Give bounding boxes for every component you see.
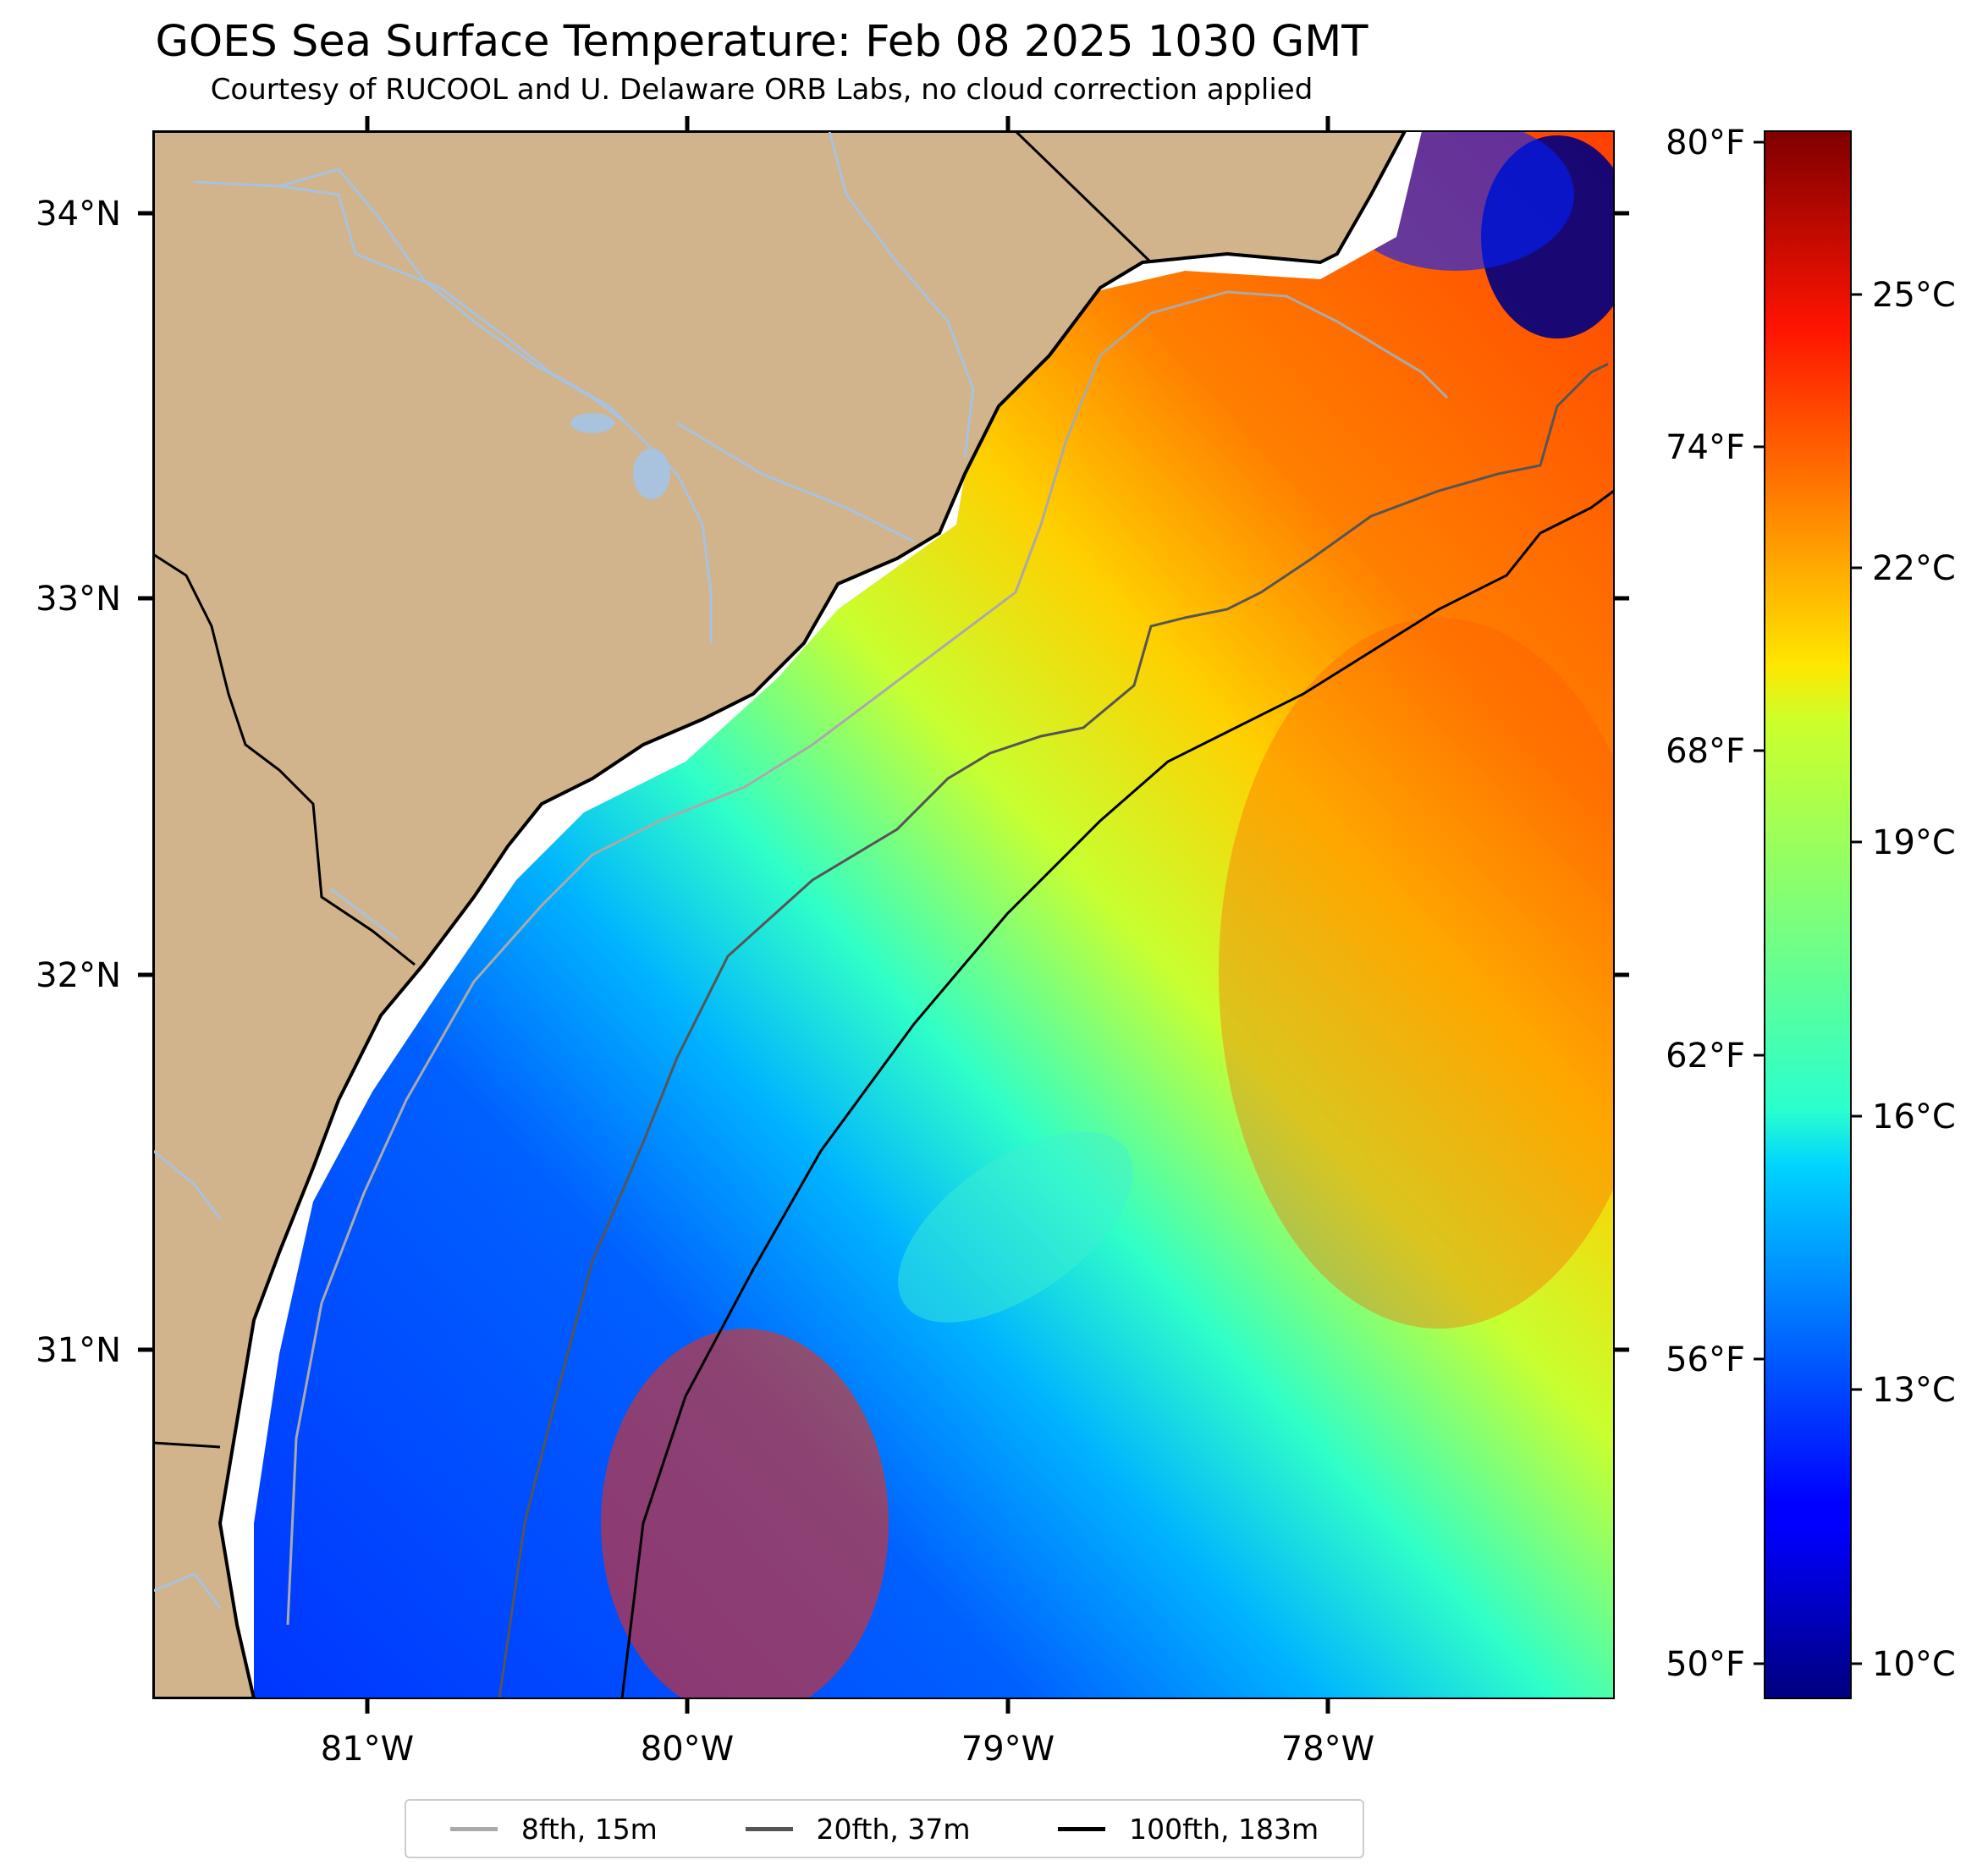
lon-label-79w: 79°W (961, 1730, 1055, 1769)
legend-item-8fth: 8fth, 15m (449, 1812, 658, 1846)
map-frame (152, 130, 1615, 1699)
rivers (153, 131, 975, 1609)
lat-label-33n: 33°N (36, 580, 121, 619)
map-subtitle: Courtesy of RUCOOL and U. Delaware ORB L… (210, 73, 1313, 107)
colorbar (1764, 130, 1852, 1699)
colorbar-label-25c: 25°C (1872, 276, 1956, 315)
legend-label-8fth: 8fth, 15m (520, 1812, 658, 1846)
isobath-20fth (498, 362, 1609, 1698)
lake (633, 448, 670, 499)
warm-core-east (1219, 618, 1614, 1329)
colorbar-label-74f: 74°F (1666, 428, 1745, 467)
colorbar-label-68f: 68°F (1666, 732, 1745, 771)
state-boundaries (153, 131, 1153, 1449)
lon-label-81w: 81°W (321, 1730, 414, 1769)
colorbar-label-19c: 19°C (1872, 823, 1956, 862)
cool-filament (898, 1131, 1133, 1323)
colorbar-label-80f: 80°F (1666, 124, 1745, 162)
legend-item-20fth: 20fth, 37m (745, 1812, 971, 1846)
colorbar-label-13c: 13°C (1872, 1371, 1956, 1410)
lake-2 (570, 413, 614, 433)
isobath-8fth (286, 290, 1449, 1626)
legend-item-100fth: 100fth, 183m (1058, 1813, 1319, 1846)
legend-swatch-100fth (1058, 1826, 1106, 1831)
longitude-ticks (365, 116, 1330, 1714)
legend-swatch-8fth (449, 1826, 498, 1831)
colorbar-ticks-f (1754, 140, 1765, 1665)
colorbar-ticks-c (1851, 293, 1862, 1665)
colorbar-label-16c: 16°C (1872, 1098, 1956, 1136)
land-mass (153, 131, 1407, 1698)
legend-swatch-20fth (745, 1826, 793, 1831)
colorbar-label-56f: 56°F (1666, 1340, 1745, 1379)
warm-core-south (601, 1329, 889, 1698)
colorbar-label-10c: 10°C (1872, 1645, 1956, 1684)
map-title: GOES Sea Surface Temperature: Feb 08 202… (155, 17, 1368, 67)
isobath-100fth (620, 489, 1614, 1698)
lon-label-80w: 80°W (641, 1730, 734, 1769)
lat-label-34n: 34°N (36, 195, 121, 234)
legend-label-20fth: 20fth, 37m (816, 1812, 971, 1846)
colorbar-label-50f: 50°F (1666, 1645, 1745, 1684)
map-area (153, 131, 1614, 1698)
colorbar-label-22c: 22°C (1872, 549, 1956, 588)
isobath-legend: 8fth, 15m 20fth, 37m 100fth, 183m (405, 1799, 1364, 1858)
lat-label-31n: 31°N (36, 1331, 121, 1370)
colorbar-label-62f: 62°F (1666, 1037, 1745, 1076)
lat-label-32n: 32°N (36, 956, 121, 995)
lon-label-78w: 78°W (1281, 1730, 1374, 1769)
legend-label-100fth: 100fth, 183m (1129, 1812, 1319, 1846)
latitude-ticks (138, 211, 1629, 1352)
